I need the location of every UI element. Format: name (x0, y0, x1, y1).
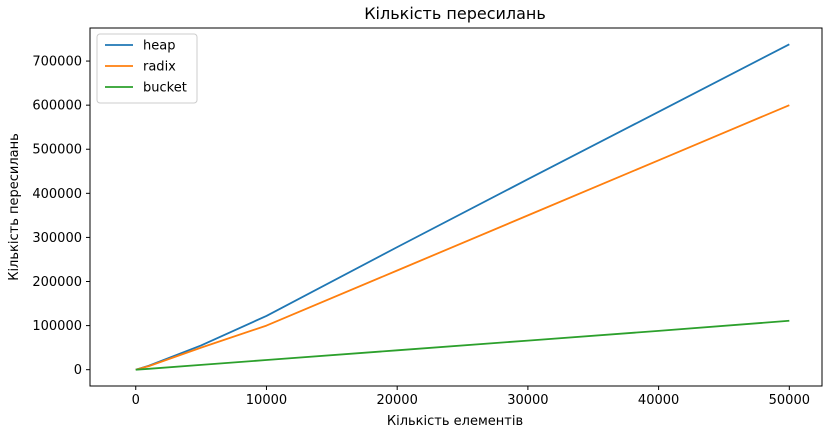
y-tick-label: 700000 (32, 55, 82, 70)
plot-frame (89, 27, 823, 387)
legend: heap radix bucket (96, 33, 198, 104)
series-line-bucket (135, 319, 790, 371)
y-tick-label: 100000 (32, 319, 82, 334)
y-tick-label: 200000 (32, 275, 82, 290)
legend-box (96, 33, 198, 104)
x-tick-label: 10000 (246, 393, 287, 408)
legend-label-radix: radix (143, 60, 176, 75)
y-tick-label: 600000 (32, 99, 82, 114)
y-tick-label: 300000 (32, 231, 82, 246)
axes: 0 10000 20000 30000 40000 5000001000002000003… (32, 27, 823, 408)
x-tick-label: 20000 (376, 393, 417, 408)
y-tick-label: 0 (74, 363, 82, 378)
legend-label-bucket: bucket (143, 81, 187, 96)
series-line-radix (135, 104, 790, 371)
series-lines (135, 43, 790, 371)
x-tick-label: 50000 (769, 393, 810, 408)
y-axis-label: Кількість пересилань (7, 133, 22, 281)
x-tick-label: 30000 (507, 393, 548, 408)
legend-label-heap: heap (143, 39, 175, 54)
chart-title: Кількість пересилань (364, 4, 546, 23)
x-axis-label: Кількість елементів (387, 414, 523, 429)
x-tick-label: 0 (132, 393, 140, 408)
y-tick-label: 400000 (32, 187, 82, 202)
y-tick-label: 500000 (32, 143, 82, 158)
x-tick-label: 40000 (638, 393, 679, 408)
